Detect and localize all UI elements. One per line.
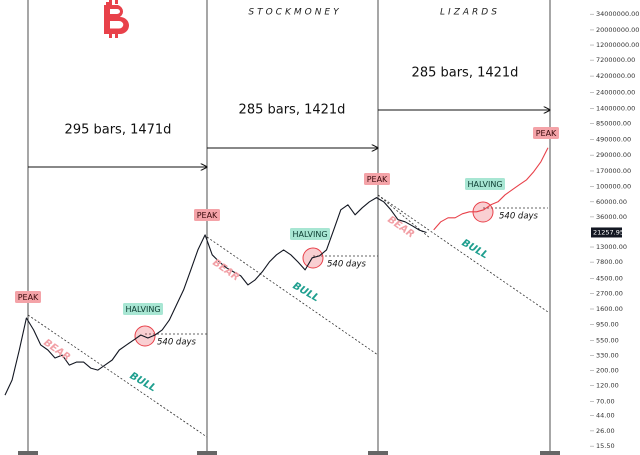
peak-label-box <box>194 209 220 221</box>
y-tick-label: 15.50 <box>596 442 615 450</box>
y-tick-label: 7200000.00 <box>596 56 635 64</box>
y-tick-label: 7800.00 <box>596 258 623 266</box>
vertical-lines <box>27 0 551 455</box>
peak-label: PEAK <box>18 293 39 302</box>
y-tick-label: 44.00 <box>596 411 615 419</box>
bull-label: BULL <box>128 371 158 395</box>
days-label: 540 days <box>327 260 367 270</box>
span-label: 285 bars, 1421d <box>412 66 519 81</box>
y-tick-label: 2400000.00 <box>596 89 635 97</box>
y-tick-label: 200.00 <box>596 367 619 375</box>
bear-label: BEAR <box>210 257 241 283</box>
price-tag <box>591 227 622 238</box>
y-tick-label: 70.00 <box>596 398 615 406</box>
price-tag-label: 21257.95 <box>593 228 624 236</box>
y-tick-label: 4200000.00 <box>596 72 635 80</box>
header: STOCKMONEY <box>248 8 341 18</box>
halving-label-box <box>123 303 163 315</box>
span-label: 295 bars, 1471d <box>65 123 172 138</box>
y-tick-label: 60000.00 <box>596 198 627 206</box>
y-tick-label: 950.00 <box>596 320 619 328</box>
y-tick-label: 12000000.00 <box>596 41 639 49</box>
y-tick-label: 20000000.00 <box>596 26 639 34</box>
peak-label-box <box>364 173 390 185</box>
y-tick-label: 36000.00 <box>596 213 627 221</box>
y-tick-label: 850000.00 <box>596 119 631 127</box>
halving-circles <box>134 201 494 347</box>
bottom-marks <box>18 451 560 455</box>
bull-label: BULL <box>460 238 490 262</box>
y-tick-label: 4500.00 <box>596 274 623 282</box>
peak-label-box <box>15 291 41 303</box>
y-tick-label: 120.00 <box>596 382 619 390</box>
price-line <box>4 197 427 396</box>
halving-label-box <box>465 178 505 190</box>
trend-lines <box>27 194 549 438</box>
halving-label: HALVING <box>125 305 160 314</box>
y-tick-label: 490000.00 <box>596 136 631 144</box>
y-tick-label: 34000000.00 <box>596 10 639 18</box>
y-tick-label: 550.00 <box>596 337 619 345</box>
y-tick-label: 1600.00 <box>596 305 623 313</box>
halving-label: HALVING <box>467 180 502 189</box>
y-tick-label: 26.00 <box>596 427 615 435</box>
span-label: 285 bars, 1421d <box>239 103 346 118</box>
y-tick-label: 290000.00 <box>596 151 631 159</box>
days-label: 540 days <box>499 212 539 222</box>
halving-label-box <box>290 228 330 240</box>
span-arrows <box>28 110 550 167</box>
peak-label: PEAK <box>367 175 388 184</box>
header: LIZARDS <box>440 8 500 18</box>
price-line <box>433 147 549 231</box>
y-tick-label: 13000.00 <box>596 243 627 251</box>
y-tick-label: 100000.00 <box>596 183 631 191</box>
peak-label: PEAK <box>536 129 557 138</box>
y-tick-label: 2700.00 <box>596 290 623 298</box>
halving-label: HALVING <box>292 230 327 239</box>
bear-label: BEAR <box>41 337 72 363</box>
bitcoin-logo <box>104 0 129 38</box>
y-tick-label: 170000.00 <box>596 167 631 175</box>
peak-label-box <box>533 127 559 139</box>
y-tick-label: 330.00 <box>596 352 619 360</box>
peak-label: PEAK <box>197 211 218 220</box>
bull-label: BULL <box>291 281 321 305</box>
days-label: 540 days <box>157 338 197 348</box>
y-tick-label: 1400000.00 <box>596 105 635 113</box>
